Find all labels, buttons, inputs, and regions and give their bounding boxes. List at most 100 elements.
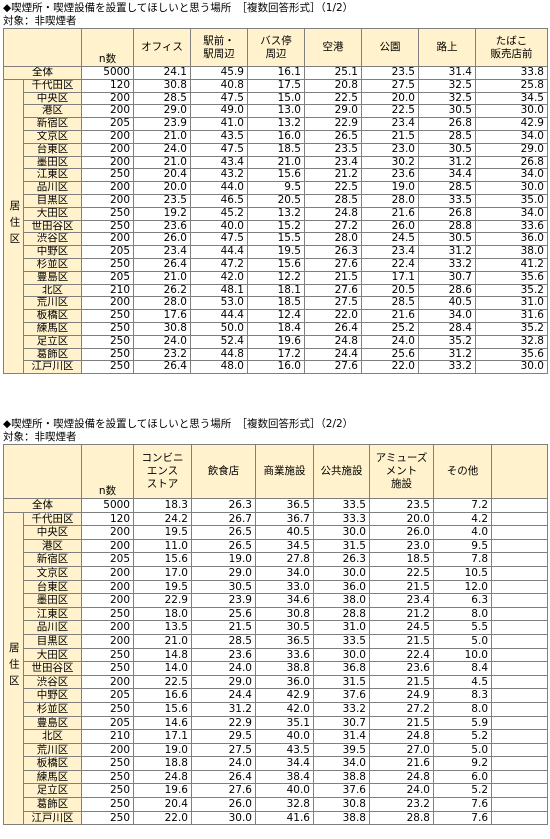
table2-value-cell: 37.6 — [313, 688, 370, 703]
table1-value-cell: 19.0 — [361, 181, 419, 195]
table1-value-cell: 23.6 — [133, 219, 191, 234]
table1-value-cell: 23.9 — [133, 117, 191, 131]
table2-value-cell: 5.0 — [433, 633, 492, 649]
table1-value-cell: 13.0 — [247, 104, 305, 119]
table1-ward-name: 板橋区 — [23, 309, 82, 323]
table1-n-value: 200 — [81, 142, 134, 157]
table1-value-cell: 30.0 — [475, 181, 548, 195]
table1-n-value: 250 — [81, 206, 134, 221]
table2-table-row: 新宿区 205 15.6 19.0 27.8 26.3 18.5 7.8 — [4, 552, 548, 567]
table2-value-cell: 24.0 — [369, 783, 434, 799]
table2-empty-cell — [491, 701, 548, 717]
table1-value-cell: 23.5 — [133, 193, 191, 208]
table1-col-header-line: たばこ — [495, 34, 528, 47]
table2-table-row: 墨田区 200 22.9 23.9 34.6 38.0 23.4 6.3 — [4, 593, 548, 608]
table1-value-cell: 20.0 — [361, 91, 419, 106]
table2-table-row: 中央区 200 19.5 26.5 40.5 30.0 26.0 4.0 — [4, 525, 548, 540]
table1-ward-name: 大田区 — [23, 206, 82, 221]
table2-n-value: 205 — [81, 715, 134, 731]
table1-col-header-line: 販売店前 — [490, 47, 533, 60]
table2-total-cell: 18.3 — [133, 498, 192, 513]
table2-value-cell: 36.8 — [313, 661, 370, 676]
table1-table-row: 居住区 千代田区 120 30.8 40.8 17.5 20.8 27.5 32.5 25.8 — [3, 78, 548, 375]
table2-empty-cell — [491, 633, 548, 649]
table1-value-cell: 31.2 — [418, 245, 476, 259]
table1-value-cell: 28.0 — [361, 193, 419, 208]
table1-value-cell: 40.8 — [190, 78, 248, 93]
table1-ward-name: 中央区 — [23, 91, 82, 106]
table2-value-cell: 8.4 — [433, 661, 492, 676]
table1-n-value: 120 — [81, 78, 134, 93]
table2-value-cell: 27.6 — [191, 783, 256, 799]
table1-table-row: 世田谷区 250 23.6 40.0 15.2 27.2 26.0 28.8 33.6 — [4, 219, 548, 234]
table2-n-value: 250 — [81, 783, 134, 799]
table2-ward-name: 荒川区 — [23, 742, 82, 758]
table1-value-cell: 28.6 — [418, 283, 476, 298]
table1-value-cell: 50.0 — [190, 321, 248, 336]
table2-table-row: 中野区 205 16.6 24.4 42.9 37.6 24.9 8.3 — [4, 688, 548, 703]
table2-table-row: 目黒区 200 21.0 28.5 36.5 33.5 21.5 5.0 — [4, 633, 548, 649]
table2-value-cell: 23.4 — [369, 593, 434, 608]
table2-value-cell: 4.5 — [433, 674, 492, 690]
table1-col-header-line: 周辺 — [265, 47, 287, 60]
table2-empty-cell — [491, 810, 548, 826]
table1-table-row: 渋谷区 200 26.0 47.5 15.5 28.0 24.5 30.5 36.0 — [4, 232, 548, 247]
table1-value-cell: 41.2 — [475, 257, 548, 272]
table2-value-cell: 22.4 — [369, 647, 434, 663]
table2-value-cell: 31.4 — [313, 729, 370, 744]
table1-value-cell: 21.0 — [133, 270, 191, 285]
table1-total-cell: 45.9 — [190, 66, 248, 80]
table1-value-cell: 17.6 — [133, 309, 191, 323]
table1-n-value: 200 — [81, 91, 134, 106]
table2-ward-name: 文京区 — [23, 565, 82, 581]
table2-value-cell: 16.6 — [133, 688, 192, 703]
table1-value-cell: 30.2 — [361, 155, 419, 170]
table1-col-header: 公園 — [361, 28, 419, 67]
table2-total-n: 5000 — [81, 498, 134, 513]
table2-value-cell: 30.8 — [255, 606, 314, 622]
table2-value-cell: 33.0 — [255, 579, 314, 595]
table1-value-cell: 26.3 — [304, 245, 362, 259]
table1-value-cell: 23.4 — [304, 155, 362, 170]
table2-n-value: 200 — [81, 579, 134, 595]
table1-n-value: 205 — [81, 245, 134, 259]
table2-value-cell: 34.0 — [255, 565, 314, 581]
table2-value-cell: 5.5 — [433, 620, 492, 635]
table2-value-cell: 11.0 — [133, 538, 192, 554]
table1-col-header-line: 路上 — [436, 41, 458, 53]
table1-ward-name: 荒川区 — [23, 296, 82, 311]
table2-value-cell: 21.5 — [191, 620, 256, 635]
table2-value-cell: 43.5 — [255, 742, 314, 758]
table1-ward-name: 中野区 — [23, 245, 82, 259]
table1-value-cell: 24.8 — [304, 206, 362, 221]
table2-value-cell: 30.0 — [313, 647, 370, 663]
table1-value-cell: 20.5 — [247, 193, 305, 208]
table1-table-row: 北区 210 26.2 48.1 18.1 27.6 20.5 28.6 35.2 — [4, 283, 548, 298]
table1-ward-name: 渋谷区 — [23, 232, 82, 247]
table2-ward-name: 足立区 — [23, 783, 82, 799]
table1-n-value: 200 — [81, 155, 134, 170]
table2-title: ◆喫煙所・喫煙設備を設置してほしいと思う場所 ［複数回答形式］（2/2） — [3, 418, 354, 430]
table2-ward-name: 品川区 — [23, 620, 82, 635]
table2-value-cell: 37.6 — [313, 783, 370, 799]
table2-value-cell: 29.0 — [191, 674, 256, 690]
table1-n-value: 205 — [81, 117, 134, 131]
table2-value-cell: 23.2 — [369, 797, 434, 812]
table2-empty-cell — [491, 525, 548, 540]
table2-n-value: 250 — [81, 661, 134, 676]
table2-col-header-line: ストア — [146, 478, 179, 490]
table1-value-cell: 21.5 — [361, 129, 419, 144]
table2-empty-cell — [491, 661, 548, 676]
table1-value-cell: 48.0 — [190, 360, 248, 375]
table2-value-cell: 24.0 — [191, 756, 256, 771]
table1-value-cell: 19.2 — [133, 206, 191, 221]
table2-ward-name: 大田区 — [23, 647, 82, 663]
table2-value-cell: 39.5 — [313, 742, 370, 758]
table2-n-value: 200 — [81, 593, 134, 608]
table1-value-cell: 45.2 — [190, 206, 248, 221]
table2-value-cell: 30.5 — [191, 579, 256, 595]
table1-value-cell: 43.2 — [190, 168, 248, 183]
table1-value-cell: 35.2 — [475, 283, 548, 298]
table1-value-cell: 26.5 — [304, 129, 362, 144]
table1-n-value: 200 — [81, 129, 134, 144]
